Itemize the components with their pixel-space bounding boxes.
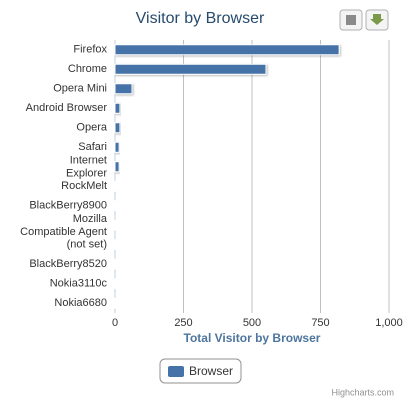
y-tick-label: RockMelt [61, 180, 107, 192]
x-tick-label: 250 [174, 317, 192, 329]
legend-swatch [168, 366, 184, 377]
bar [114, 83, 133, 95]
y-tick-label: Chrome [68, 63, 107, 75]
y-tick-label: BlackBerry8520 [29, 258, 107, 270]
x-axis-title: Total Visitor by Browser [184, 331, 321, 345]
x-tick-label: 500 [243, 317, 261, 329]
export-buttons[interactable] [339, 9, 389, 31]
x-tick-label: 0 [112, 317, 118, 329]
bar [114, 44, 340, 56]
y-tick-label: (not set) [67, 239, 107, 251]
bar [114, 161, 120, 173]
bar [114, 122, 121, 134]
y-tick-label: Nokia6680 [54, 297, 107, 309]
y-tick-label: Mozilla Compatible Agent [20, 213, 108, 238]
y-tick-label: Nokia3110c [50, 278, 108, 290]
print-icon [346, 15, 356, 25]
legend[interactable]: Browser [159, 358, 242, 384]
chart-title: Visitor by Browser [136, 10, 265, 27]
y-tick-label: Internet Explorer [66, 154, 107, 179]
y-tick-label: Android Browser [26, 102, 108, 114]
y-tick-label: BlackBerry8900 [29, 200, 107, 212]
x-tick-label: 750 [311, 317, 329, 329]
y-tick-label: Opera [76, 122, 107, 134]
y-tick-label: Firefox [73, 44, 107, 56]
x-tick-label: 1,000 [375, 317, 403, 329]
legend-label[interactable]: Browser [189, 364, 233, 378]
export-icon [370, 14, 384, 25]
credit: Highcharts.com [331, 387, 394, 397]
bar [114, 102, 121, 114]
y-tick-label: Opera Mini [53, 83, 107, 95]
y-tick-label: Safari [78, 141, 107, 153]
bar [114, 63, 267, 75]
bar [114, 141, 120, 153]
